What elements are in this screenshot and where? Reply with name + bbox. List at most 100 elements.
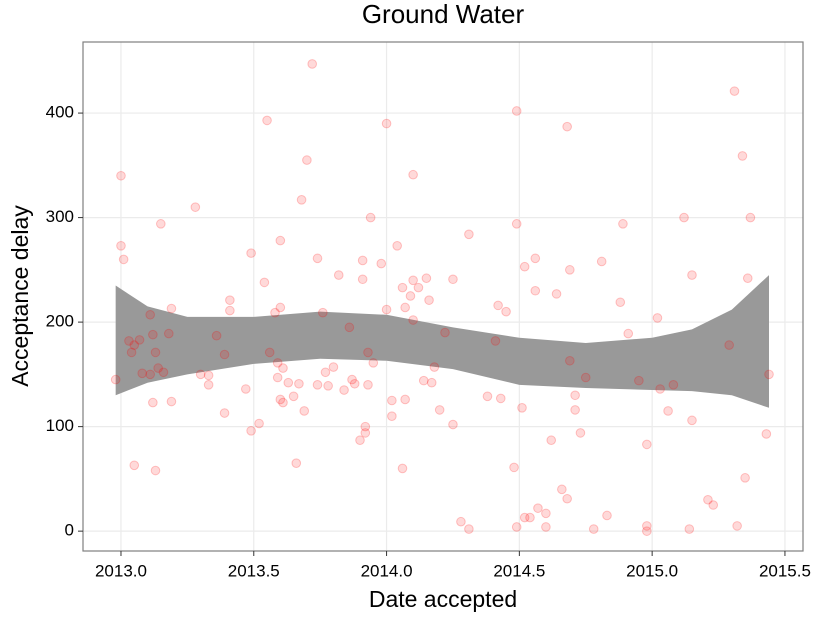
point [318,307,328,318]
point [272,372,283,383]
point [493,300,503,311]
point [246,248,256,258]
point [158,367,169,378]
point [150,465,161,476]
point [602,510,612,521]
point [708,500,719,510]
point [464,524,474,534]
point [288,391,299,402]
point [195,369,206,380]
point [272,358,283,368]
point [365,212,376,223]
point [392,241,402,251]
point [360,428,371,438]
chart-title: Ground Water [362,0,525,29]
point [153,363,163,373]
point [344,322,355,333]
point [557,484,567,495]
point [551,289,562,299]
point [761,429,772,439]
point [424,295,434,305]
point [687,270,697,280]
point [241,384,251,394]
point [270,307,280,318]
plot-area [110,59,774,536]
point [225,295,235,305]
point [426,377,437,388]
point [339,385,349,395]
y-tick-label: 100 [46,416,74,435]
point [148,397,158,408]
point [429,362,440,372]
point [124,336,134,346]
y-tick-label: 300 [46,207,74,226]
point [294,378,304,389]
point [703,494,713,505]
point [225,305,235,316]
point [129,340,140,350]
point [546,435,557,446]
point [562,121,572,132]
point [511,522,522,532]
point [166,396,177,407]
x-tick-label: 2015.5 [759,561,811,580]
point [129,460,140,471]
point [275,302,286,313]
point [405,291,416,301]
confidence-band [115,275,770,408]
point [363,380,373,390]
point [163,328,174,339]
point [482,391,493,402]
point [519,512,530,523]
point [517,403,527,413]
point [307,59,317,69]
point [618,219,628,229]
point [565,265,575,275]
y-tick-label: 0 [65,521,74,540]
point [740,473,750,483]
point [541,508,551,519]
point [642,521,652,531]
point [668,380,679,390]
point [278,363,288,373]
point [764,369,774,380]
point [732,521,742,531]
point [530,253,541,264]
point [509,462,519,473]
point [729,86,740,96]
point [575,428,586,438]
point [328,362,339,372]
point [333,270,344,280]
x-tick-label: 2013.5 [228,561,280,580]
point [360,421,371,432]
point [275,394,286,405]
point [724,340,734,350]
point [275,235,286,246]
y-tick-label: 200 [46,312,74,331]
point [745,212,756,223]
point [150,347,161,358]
point [166,303,177,314]
point [264,347,275,358]
point [501,306,511,317]
point [634,375,644,386]
point [349,378,360,389]
point [381,304,392,315]
y-axis-title: Acceptance delay [7,205,33,387]
point [283,377,294,388]
point [203,370,214,381]
point [737,151,748,161]
point [323,381,333,391]
x-tick-label: 2015.0 [626,561,678,580]
point [684,524,695,534]
x-axis-title: Date accepted [369,586,517,612]
point [490,336,501,346]
point [623,328,634,339]
point [464,229,474,240]
point [299,406,310,416]
point [302,155,312,165]
point [588,524,599,534]
point [519,261,530,272]
point [134,335,145,345]
